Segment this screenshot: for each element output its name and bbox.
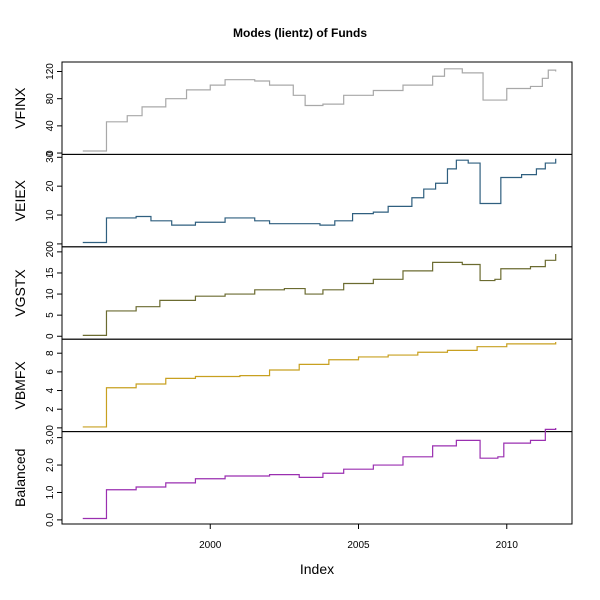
panel-frame [61,61,573,155]
y-axis-label: VFINX [12,87,28,129]
y-tick-label: 20 [45,246,56,258]
y-tick-label: 0 [45,425,56,431]
x-tick-label: 2000 [199,540,222,551]
y-tick-label: 6 [45,369,56,375]
series-line [82,158,557,244]
series-line [82,253,557,337]
y-tick-label: 120 [45,63,56,80]
y-tick-label: 5 [45,312,56,318]
y-tick-label: 10 [45,209,56,221]
y-tick-label: 1.0 [45,485,56,499]
y-tick-label: 0 [45,241,56,247]
panel-frame [61,431,573,525]
y-tick-label: 8 [45,350,56,356]
series-line [82,342,557,428]
y-tick-label: 40 [45,120,56,132]
panel-frame [61,338,573,433]
y-tick-label: 10 [45,288,56,300]
y-tick-label: 4 [45,387,56,393]
x-axis-label: Index [300,561,334,577]
x-tick-label: 2005 [347,540,370,551]
panel-frame [61,153,573,248]
y-tick-label: 2.0 [45,458,56,472]
y-axis-label: VGSTX [12,269,28,317]
y-tick-label: 15 [45,267,56,279]
y-tick-label: 30 [45,151,56,163]
y-tick-label: 0.0 [45,513,56,527]
y-axis-label: Balanced [12,449,28,507]
y-tick-label: 0 [45,333,56,339]
chart-title: Modes (lientz) of Funds [233,26,367,40]
y-tick-label: 2 [45,406,56,412]
y-tick-label: 20 [45,180,56,192]
panel-frame [61,246,573,340]
y-tick-label: 80 [45,93,56,105]
y-tick-label: 0 [45,150,56,156]
x-tick-label: 2010 [496,540,519,551]
y-tick-label: 3.0 [45,430,56,444]
y-axis-label: VEIEX [12,179,28,221]
series-line [82,68,557,152]
series-line [82,428,557,520]
y-axis-label: VBMFX [12,361,28,410]
